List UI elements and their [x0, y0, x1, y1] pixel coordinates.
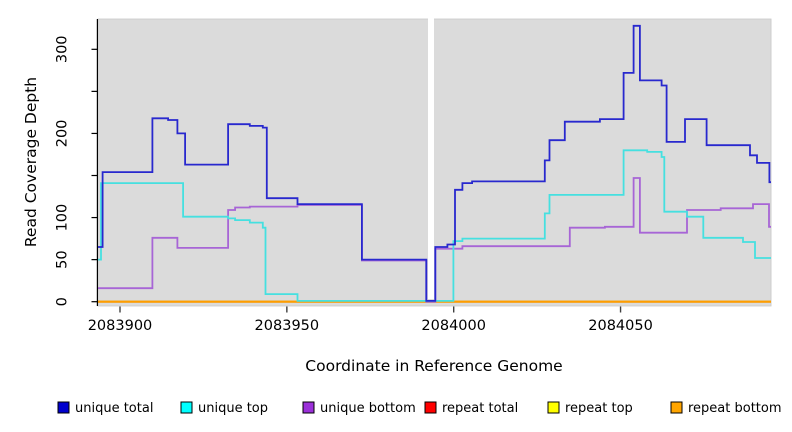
x-axis-title: Coordinate in Reference Genome	[305, 357, 562, 375]
x-axis-tick-label: 2084000	[421, 318, 486, 334]
legend-swatch-repeat-bottom	[670, 401, 683, 414]
legend-label-repeat-total: repeat total	[442, 401, 518, 416]
y-axis-tick-label: 50	[55, 250, 71, 268]
y-axis-tick-label: 0	[55, 297, 71, 306]
x-axis-tick-label: 2083900	[88, 318, 153, 334]
y-axis-tick-label: 100	[55, 204, 71, 232]
axis-layer: 0 50 100 200 300 2083900 2083950 2084000 2084050	[55, 19, 653, 334]
legend-label-unique-total: unique total	[75, 401, 153, 416]
legend-swatch-unique-top	[180, 401, 193, 414]
legend-item-repeat-bottom: repeat bottom	[670, 401, 782, 416]
gap-layer	[428, 18, 435, 299]
legend-item-unique-bottom: unique bottom	[302, 401, 416, 416]
legend-item-unique-top: unique top	[180, 401, 268, 416]
legend-swatch-unique-bottom	[302, 401, 315, 414]
legend-item-repeat-top: repeat top	[547, 401, 633, 416]
y-axis-tick-label: 300	[55, 35, 71, 63]
legend-label-unique-bottom: unique bottom	[320, 401, 416, 416]
y-axis-tick-label: 200	[55, 120, 71, 148]
coverage-gap-mask	[428, 18, 435, 299]
series-line-unique-top	[98, 149, 771, 302]
x-axis-tick-label: 2084050	[588, 318, 653, 334]
legend-swatch-repeat-total	[424, 401, 437, 414]
series-line-unique-bottom	[98, 177, 771, 303]
legend-label-repeat-bottom: repeat bottom	[688, 401, 782, 416]
x-axis-tick-label: 2083950	[255, 318, 320, 334]
legend-swatch-repeat-top	[547, 401, 560, 414]
legend-item-unique-total: unique total	[57, 401, 153, 416]
legend-item-repeat-total: repeat total	[424, 401, 518, 416]
legend-label-repeat-top: repeat top	[565, 401, 633, 416]
y-axis-title: Read Coverage Depth	[22, 77, 40, 247]
legend-label-unique-top: unique top	[198, 401, 268, 416]
series-line-unique-total	[98, 24, 771, 302]
legend-swatch-unique-total	[57, 401, 70, 414]
legend: unique total unique top unique bottom repea…	[57, 401, 782, 416]
series-layer	[98, 24, 771, 303]
